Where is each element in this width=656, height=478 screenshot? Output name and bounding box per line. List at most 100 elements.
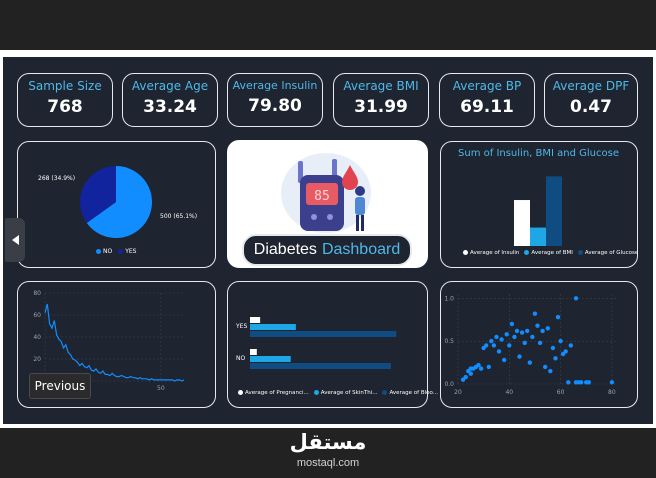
hbar-no-2 <box>250 363 391 369</box>
kpi-card-average-dpf: Average DPF 0.47 <box>544 73 638 127</box>
kpi-value: 33.24 <box>143 97 197 117</box>
scatter-point <box>491 343 497 348</box>
scatter-point <box>525 328 530 334</box>
meter-button <box>327 214 333 220</box>
scatter-point <box>535 323 540 328</box>
scatter-point <box>509 321 515 327</box>
scatter-point <box>496 349 502 354</box>
scatter-point <box>566 380 571 385</box>
legend-swatch <box>96 249 101 254</box>
scatter-point <box>502 357 507 363</box>
scatter-point <box>558 338 563 344</box>
insulin-bmi-glucose-panel: Sum of Insulin, BMI and Glucose Average … <box>440 141 638 268</box>
scatter-point <box>540 328 545 334</box>
kpi-card-average-age: Average Age 33.24 <box>122 73 218 127</box>
legend-item-glucose: Average of Glucose <box>577 250 639 256</box>
y-tick-label: 1.0 <box>444 295 454 302</box>
hbar-no-0 <box>250 349 257 355</box>
dashboard-title-pill: Diabetes Dashboard <box>242 234 412 266</box>
scatter-point <box>550 345 556 351</box>
pie-label-no: 500 (65.1%) <box>160 213 197 220</box>
scatter-point <box>548 368 553 374</box>
legend-item-bmi: Average of BMI <box>524 250 573 256</box>
kpi-value: 31.99 <box>354 97 408 117</box>
legend-item-insulin: Average of Insulin <box>463 250 519 256</box>
glucose-meter-illustration: 85 <box>281 153 371 233</box>
y-tick-label: 60 <box>33 312 41 319</box>
scatter-point <box>463 374 468 380</box>
legend-label: YES <box>125 248 137 255</box>
category-label-yes: YES <box>235 323 247 330</box>
footer-bar: مستقل mostaql.com <box>0 428 656 478</box>
kpi-value: 0.47 <box>570 97 612 117</box>
kpi-label: Average Insulin <box>232 79 318 92</box>
legend-swatch <box>382 390 388 395</box>
x-tick-label: 80 <box>608 389 616 396</box>
scatter-point <box>555 314 561 320</box>
pie-slice-yes[interactable] <box>80 166 116 223</box>
y-tick-label: 20 <box>33 356 41 363</box>
person-leg <box>356 215 359 231</box>
scatter-point <box>553 356 558 361</box>
legend-item-yes: YES <box>118 248 136 255</box>
scatter-point <box>522 340 527 346</box>
scatter-chart: 0.0 0.5 1.0 20 40 60 80 <box>444 294 617 396</box>
kpi-card-average-bmi: Average BMI 31.99 <box>333 73 429 127</box>
scatter-point <box>486 364 491 370</box>
chevron-left-icon <box>12 235 19 245</box>
scatter-point <box>489 338 494 344</box>
previous-page-button[interactable] <box>5 218 25 262</box>
previous-tooltip: Previous <box>29 373 91 399</box>
kpi-label: Average BMI <box>343 79 419 93</box>
scatter-chart-panel: 0.0 0.5 1.0 20 40 60 80 <box>440 281 638 408</box>
meter-reading: 85 <box>314 189 330 204</box>
scatter-point <box>514 328 520 334</box>
person-body <box>355 197 365 215</box>
y-tick-label: 40 <box>33 334 41 341</box>
scatter-point <box>586 380 591 385</box>
x-tick-label: 20 <box>454 389 462 396</box>
outcome-averages-bar-chart: YES NO <box>235 317 397 369</box>
scatter-point <box>609 380 615 385</box>
meter-screen <box>306 183 338 205</box>
person-leg <box>361 215 364 231</box>
scatter-point <box>476 362 481 368</box>
scatter-point <box>478 366 484 371</box>
legend-swatch <box>524 250 530 255</box>
banner-panel: 85 Diabetes Dashboard <box>227 140 428 268</box>
pie-chart-panel: 268 (34.9%) 500 (65.1%) NO YES <box>17 141 216 268</box>
scatter-point <box>499 337 504 342</box>
hbar-legend: Average of Pregnanci... Average of SkinT… <box>238 390 438 396</box>
kpi-label: Average Age <box>131 79 209 93</box>
scatter-point <box>512 334 517 340</box>
kpi-label: Average BP <box>452 79 522 93</box>
pie-legend: NO YES <box>96 248 136 255</box>
meter-button <box>311 214 317 220</box>
scatter-point <box>484 343 489 348</box>
legend-label: Average of Glucose <box>584 250 639 256</box>
kpi-label: Sample Size <box>28 79 102 93</box>
legend-swatch <box>463 250 468 255</box>
title-word-diabetes: Diabetes <box>253 241 317 258</box>
x-tick-label: 50 <box>157 385 165 392</box>
scatter-point <box>527 360 532 365</box>
kpi-card-sample-size: Sample Size 768 <box>17 73 113 127</box>
legend-label: Average of SkinThi... <box>320 390 378 396</box>
legend-item-no: NO <box>96 248 112 255</box>
pie-label-yes: 268 (34.9%) <box>38 175 75 182</box>
scatter-point <box>504 332 509 337</box>
scatter-point <box>568 343 573 348</box>
pie-chart: 268 (34.9%) 500 (65.1%) <box>38 166 197 238</box>
kpi-card-average-insulin: Average Insulin 79.80 <box>227 73 323 127</box>
legend-label: Average of Pregnanci... <box>245 390 309 396</box>
bar-average-of-insulin <box>514 200 530 246</box>
top-bar <box>0 0 656 50</box>
test-strip-left <box>298 161 303 183</box>
legend-label: Average of Bloo... <box>389 390 439 396</box>
pie-slice-no[interactable] <box>86 166 152 238</box>
scatter-point <box>517 354 522 359</box>
category-label-no: NO <box>236 355 245 362</box>
scatter-point <box>532 311 538 316</box>
scatter-point <box>519 330 525 335</box>
legend-label: Average of BMI <box>531 250 573 256</box>
